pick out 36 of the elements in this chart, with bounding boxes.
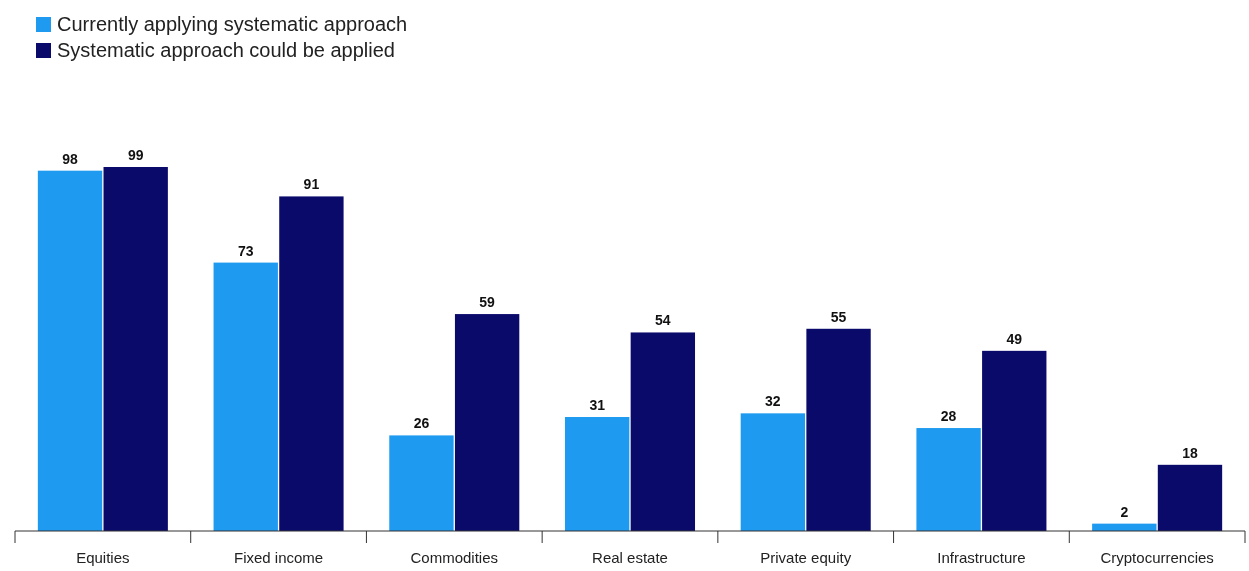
bar — [454, 314, 520, 531]
data-label: 54 — [655, 312, 671, 329]
x-tick-label: Cryptocurrencies — [1100, 549, 1214, 566]
x-tick-label: Private equity — [760, 549, 852, 566]
x-tick-label: Fixed income — [233, 549, 324, 566]
x-tick-label: Commodities — [410, 549, 499, 566]
data-label: 49 — [1006, 330, 1023, 347]
bar — [213, 262, 278, 531]
legend-label: Currently applying systematic approach — [57, 13, 408, 35]
bar — [103, 167, 168, 531]
data-label: 99 — [127, 147, 144, 163]
x-tick-label: Infrastructure — [937, 549, 1026, 566]
data-label: 73 — [237, 242, 254, 259]
bar — [279, 196, 344, 531]
bar — [37, 170, 103, 531]
bar — [982, 350, 1047, 531]
legend-label: Systematic approach could be applied — [57, 39, 395, 61]
data-label: 18 — [1182, 444, 1198, 461]
bar — [564, 417, 630, 531]
data-label: 28 — [940, 408, 957, 425]
data-label: 91 — [303, 176, 320, 193]
bar — [1157, 464, 1223, 531]
bar — [740, 413, 806, 531]
x-tick-label: Real estate — [592, 549, 668, 566]
bar — [806, 328, 871, 531]
bar — [916, 428, 981, 531]
bar — [630, 332, 696, 531]
data-label: 26 — [413, 415, 430, 432]
bar — [389, 435, 454, 531]
data-label: 59 — [479, 294, 496, 311]
data-label: 32 — [765, 393, 781, 410]
data-label: 31 — [589, 397, 606, 414]
data-label: 98 — [62, 150, 79, 167]
data-label: 55 — [830, 308, 847, 325]
data-label: 2 — [1120, 503, 1129, 520]
x-tick-label: Equities — [76, 549, 130, 566]
